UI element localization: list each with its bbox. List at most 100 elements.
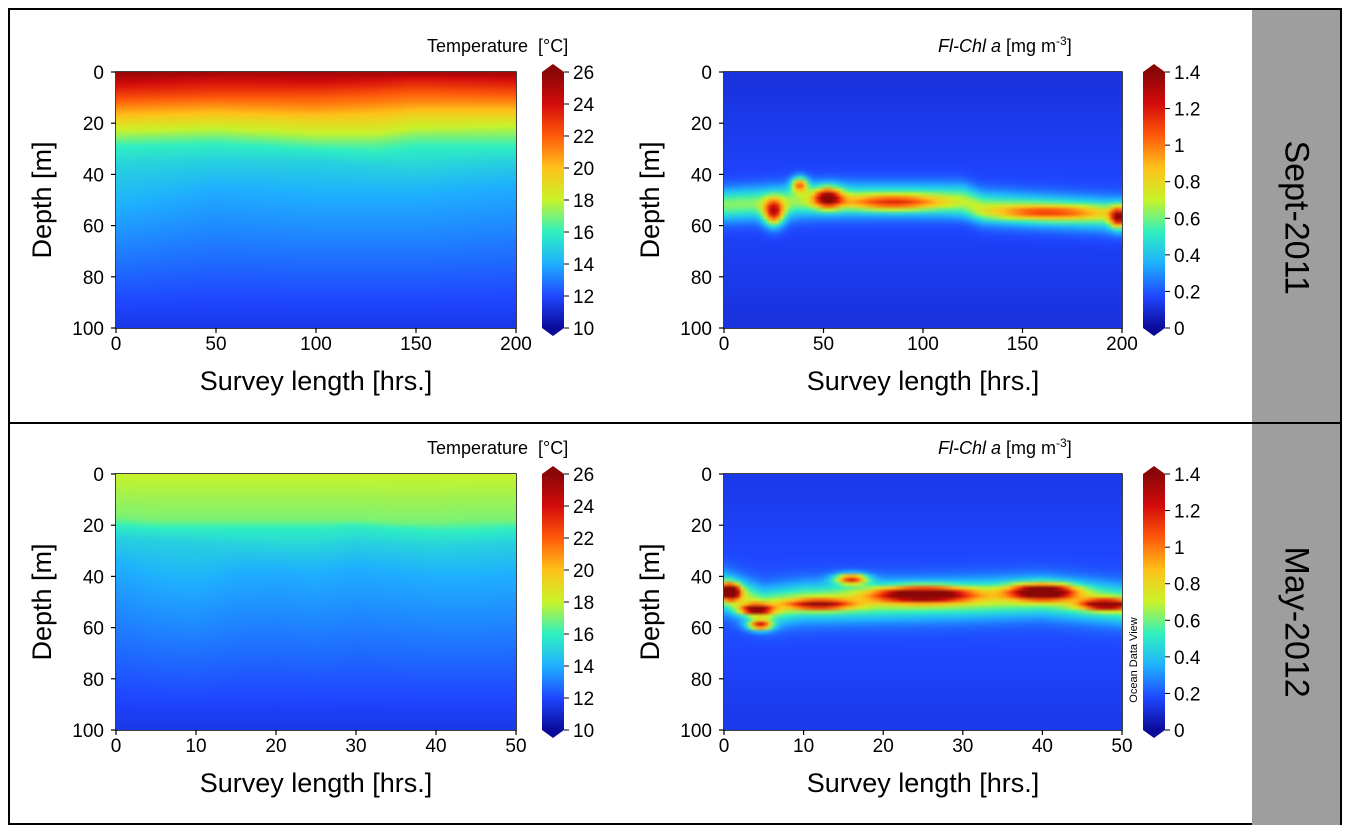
colorbar-unit-sup: -3 <box>1056 34 1067 48</box>
y-tick-label: 60 <box>83 619 104 640</box>
colorbar-tick-label: 0.8 <box>1174 575 1200 596</box>
x-tick-label: 50 <box>1111 736 1132 757</box>
y-axis-label: Depth [m] <box>27 543 57 660</box>
colorbar-tick-label: 0 <box>1174 721 1185 742</box>
x-tick-label: 20 <box>873 736 894 757</box>
colorbar <box>542 72 564 328</box>
colorbar-tick-label: 0.2 <box>1174 684 1200 705</box>
colorbar-tick-label: 1 <box>1174 136 1185 157</box>
colorbar-tick-label: 22 <box>573 127 594 148</box>
colorbar-cap-top <box>1143 466 1165 474</box>
row-label-band-top <box>1252 10 1340 422</box>
x-tick-label: 50 <box>813 334 834 355</box>
colorbar-tick-label: 12 <box>573 287 594 308</box>
x-tick-label: 10 <box>793 736 814 757</box>
x-tick-label: 40 <box>1032 736 1053 757</box>
x-tick-label: 200 <box>1106 334 1138 355</box>
colorbar-unit: [mg m <box>1006 438 1056 458</box>
x-axis-label: Survey length [hrs.] <box>807 768 1040 798</box>
y-tick-label: 40 <box>83 165 104 186</box>
colorbar-title: Temperature <box>427 36 528 56</box>
colorbar-unit: [°C] <box>538 438 568 458</box>
x-tick-label: 50 <box>505 736 526 757</box>
y-axis-label: Depth [m] <box>635 141 665 258</box>
y-tick-label: 80 <box>83 670 104 691</box>
y-tick-label: 0 <box>93 63 104 84</box>
field-image-0 <box>116 72 516 328</box>
colorbar-title: Fl-Chl a [mg m-3] <box>938 436 1072 458</box>
colorbar-tick-label: 24 <box>573 497 595 518</box>
y-tick-label: 80 <box>691 268 712 289</box>
colorbar-tick-label: 0.4 <box>1174 246 1201 267</box>
x-axis-label: Survey length [hrs.] <box>200 366 433 396</box>
colorbar-tick-label: 20 <box>573 561 594 582</box>
colorbar-cap-bottom <box>542 328 564 336</box>
colorbar-tick-label: 0 <box>1174 319 1185 340</box>
colorbar-cap-top <box>542 466 564 474</box>
colorbar-title-main: Fl-Chl a <box>938 438 1001 458</box>
colorbar-tick-label: 1 <box>1174 538 1185 559</box>
x-tick-label: 40 <box>425 736 446 757</box>
y-tick-label: 0 <box>701 63 712 84</box>
colorbar-tick-label: 1.2 <box>1174 100 1200 121</box>
y-tick-label: 0 <box>93 465 104 486</box>
colorbar-tick-label: 18 <box>573 191 594 212</box>
colorbar-cap-bottom <box>542 730 564 738</box>
colorbar-tick-label: 24 <box>573 95 595 116</box>
colorbar-tick-label: 0.6 <box>1174 209 1200 230</box>
colorbar-title: Temperature <box>427 438 528 458</box>
y-tick-label: 40 <box>691 567 712 588</box>
colorbar-unit-close: ] <box>1067 36 1072 56</box>
y-axis-label: Depth [m] <box>635 543 665 660</box>
x-tick-label: 10 <box>185 736 206 757</box>
colorbar-cap-bottom <box>1143 328 1165 336</box>
colorbar-tick-label: 16 <box>573 625 594 646</box>
x-tick-label: 50 <box>205 334 226 355</box>
x-tick-label: 100 <box>907 334 939 355</box>
colorbar-tick-label: 16 <box>573 223 594 244</box>
x-tick-label: 20 <box>265 736 286 757</box>
colorbar-tick-label: 26 <box>573 63 594 84</box>
colorbar-unit: [mg m <box>1006 36 1056 56</box>
colorbar-tick-label: 0.4 <box>1174 648 1201 669</box>
colorbar-tick-label: 14 <box>573 255 595 276</box>
y-tick-label: 60 <box>691 217 712 238</box>
colorbar-title: Fl-Chl a [mg m-3] <box>938 34 1072 56</box>
y-tick-label: 60 <box>83 217 104 238</box>
y-tick-label: 20 <box>691 114 712 135</box>
colorbar-tick-label: 0.6 <box>1174 611 1200 632</box>
colorbar-unit: [°C] <box>538 36 568 56</box>
colorbar-title-main: Fl-Chl a <box>938 36 1001 56</box>
x-tick-label: 30 <box>952 736 973 757</box>
colorbar-tick-label: 10 <box>573 319 594 340</box>
y-tick-label: 80 <box>691 670 712 691</box>
colorbar-cap-top <box>1143 64 1165 72</box>
colorbar-tick-label: 22 <box>573 529 594 550</box>
y-tick-label: 100 <box>72 721 104 742</box>
colorbar-unit-close: ] <box>1067 438 1072 458</box>
x-axis-label: Survey length [hrs.] <box>200 768 433 798</box>
x-tick-label: 200 <box>500 334 532 355</box>
colorbar <box>1143 72 1165 328</box>
y-tick-label: 40 <box>83 567 104 588</box>
colorbar-unit-sup: -3 <box>1056 436 1067 450</box>
colorbar-tick-label: 1.4 <box>1174 63 1201 84</box>
y-tick-label: 100 <box>680 721 712 742</box>
colorbar <box>1143 474 1165 730</box>
x-axis-label: Survey length [hrs.] <box>807 366 1040 396</box>
y-tick-label: 0 <box>701 465 712 486</box>
colorbar-cap-top <box>542 64 564 72</box>
colorbar-tick-label: 18 <box>573 593 594 614</box>
x-tick-label: 30 <box>345 736 366 757</box>
panel-d: 4321.510.750.50.25d)01020304050020406080… <box>635 436 1201 798</box>
y-tick-label: 20 <box>691 516 712 537</box>
colorbar-tick-label: 1.2 <box>1174 502 1200 523</box>
colorbar-tick-label: 0.8 <box>1174 173 1200 194</box>
colorbar <box>542 474 564 730</box>
colorbar-tick-label: 0.2 <box>1174 282 1200 303</box>
y-tick-label: 20 <box>83 516 104 537</box>
y-tick-label: 80 <box>83 268 104 289</box>
odv-watermark: Ocean Data View <box>1128 617 1140 702</box>
